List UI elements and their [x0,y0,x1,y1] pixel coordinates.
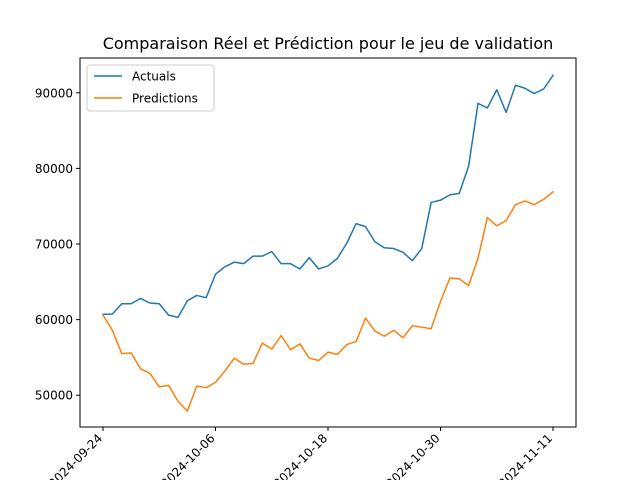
y-tick-label: 50000 [35,389,73,403]
y-tick-label: 80000 [35,162,73,176]
series-layer [101,74,555,412]
legend: Actuals Predictions [86,64,215,112]
y-tick-label: 60000 [35,313,73,327]
y-axis: 50000 60000 70000 80000 90000 [35,86,80,403]
series-line-actuals [102,74,555,319]
y-tick-label: 70000 [35,238,73,252]
chart-title: Comparaison Réel et Prédiction pour le j… [103,34,554,53]
series-line-predictions [101,190,555,412]
legend-label: Predictions [132,92,198,106]
legend-label: Actuals [132,70,176,84]
y-tick-label: 90000 [35,86,73,100]
